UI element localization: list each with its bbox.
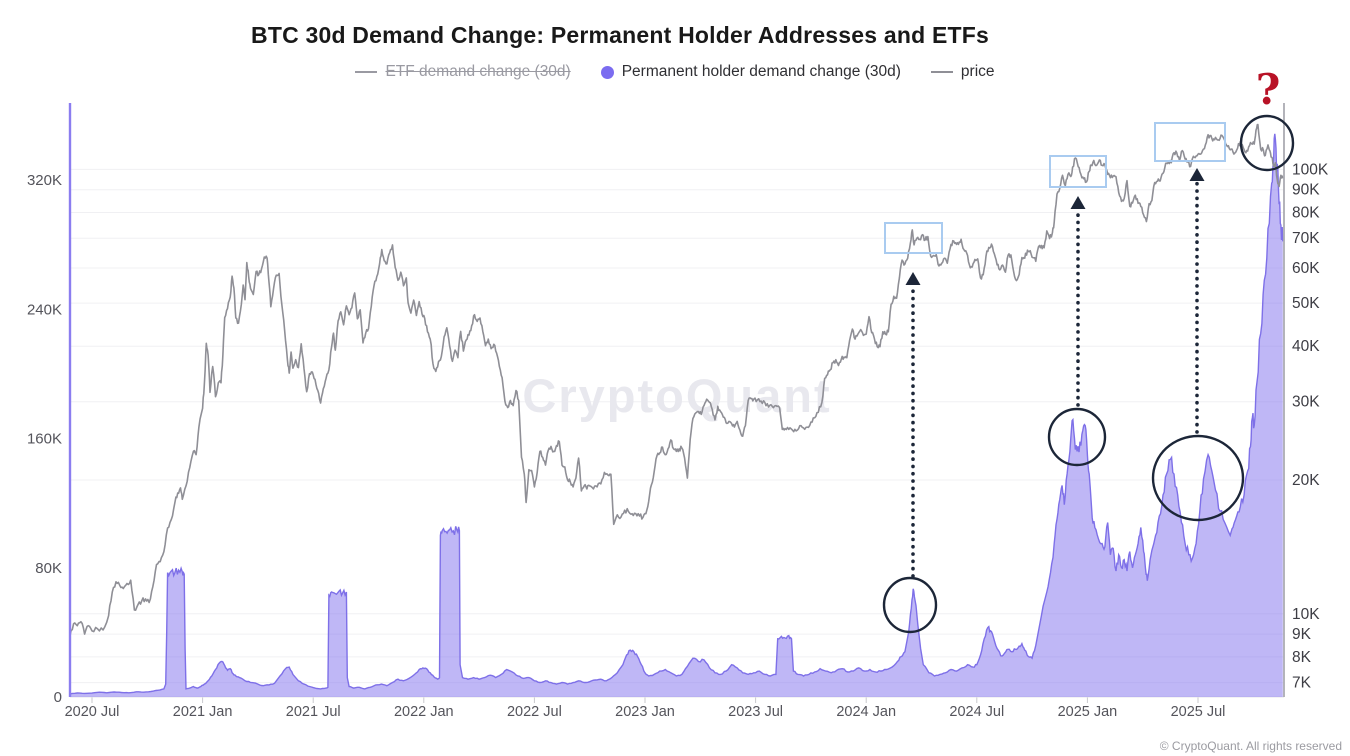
legend-item-price[interactable]: price	[930, 63, 995, 81]
svg-text:160K: 160K	[27, 431, 62, 448]
svg-text:80K: 80K	[1292, 204, 1320, 221]
svg-text:2022 Jul: 2022 Jul	[507, 704, 562, 720]
svg-text:240K: 240K	[27, 301, 62, 318]
svg-text:2020 Jul: 2020 Jul	[65, 704, 120, 720]
annotation-rects	[884, 122, 1226, 254]
watermark: CryptoQuant	[522, 369, 831, 422]
question-mark-annotation: ?	[1256, 65, 1281, 114]
svg-text:2024 Jan: 2024 Jan	[836, 704, 896, 720]
svg-text:90K: 90K	[1292, 182, 1320, 199]
svg-text:2025 Jul: 2025 Jul	[1171, 704, 1226, 720]
plot-area	[70, 123, 1284, 697]
svg-text:2025 Jan: 2025 Jan	[1058, 704, 1118, 720]
legend-item-permanent-holder[interactable]: Permanent holder demand change (30d)	[600, 63, 901, 81]
line-marker-icon	[355, 71, 378, 73]
svg-text:2022 Jan: 2022 Jan	[394, 704, 454, 720]
legend-item-etf-demand[interactable]: ETF demand change (30d)	[355, 63, 571, 81]
svg-text:0: 0	[54, 689, 62, 706]
price-line	[70, 123, 1284, 637]
svg-text:30K: 30K	[1292, 394, 1320, 411]
svg-text:320K: 320K	[27, 172, 62, 189]
page-title: BTC 30d Demand Change: Permanent Holder …	[251, 22, 989, 48]
svg-text:60K: 60K	[1292, 260, 1320, 277]
left-axis-labels: 0 80K 160K 240K 320K	[27, 172, 62, 706]
dot-marker-icon	[600, 65, 614, 79]
svg-text:2021 Jul: 2021 Jul	[286, 704, 341, 720]
svg-text:40K: 40K	[1292, 338, 1320, 355]
chart-legend: ETF demand change (30d) Permanent holder…	[0, 63, 1350, 81]
right-axis-labels: 7K 8K 9K 10K 20K 30K 40K 50K 60K 70K 80K 90K 100K	[1292, 161, 1329, 691]
annotation-arrows	[905, 168, 1205, 578]
svg-text:10K: 10K	[1292, 606, 1320, 623]
line-marker-icon	[930, 71, 953, 73]
svg-text:80K: 80K	[35, 560, 62, 577]
demand-area	[70, 133, 1283, 697]
svg-text:2021 Jan: 2021 Jan	[173, 704, 233, 720]
svg-text:2024 Jul: 2024 Jul	[949, 704, 1004, 720]
svg-text:100K: 100K	[1292, 161, 1329, 178]
legend-label: price	[960, 63, 995, 80]
x-axis-labels: 2020 Jul 2021 Jan 2021 Jul 2022 Jan 2022 Jul…	[65, 697, 1226, 720]
demand-area-edge	[70, 133, 1284, 695]
svg-text:7K: 7K	[1292, 675, 1312, 692]
svg-text:50K: 50K	[1292, 295, 1320, 312]
annotation-circles	[882, 114, 1295, 634]
legend-label: Permanent holder demand change (30d)	[621, 63, 901, 80]
svg-text:9K: 9K	[1292, 626, 1312, 643]
copyright-note: © CryptoQuant. All rights reserved	[1159, 739, 1342, 753]
svg-text:2023 Jan: 2023 Jan	[615, 704, 675, 720]
svg-text:20K: 20K	[1292, 472, 1320, 489]
svg-text:8K: 8K	[1292, 649, 1312, 666]
svg-text:2023 Jul: 2023 Jul	[728, 704, 783, 720]
svg-text:70K: 70K	[1292, 230, 1320, 247]
legend-label: ETF demand change (30d)	[385, 63, 571, 80]
